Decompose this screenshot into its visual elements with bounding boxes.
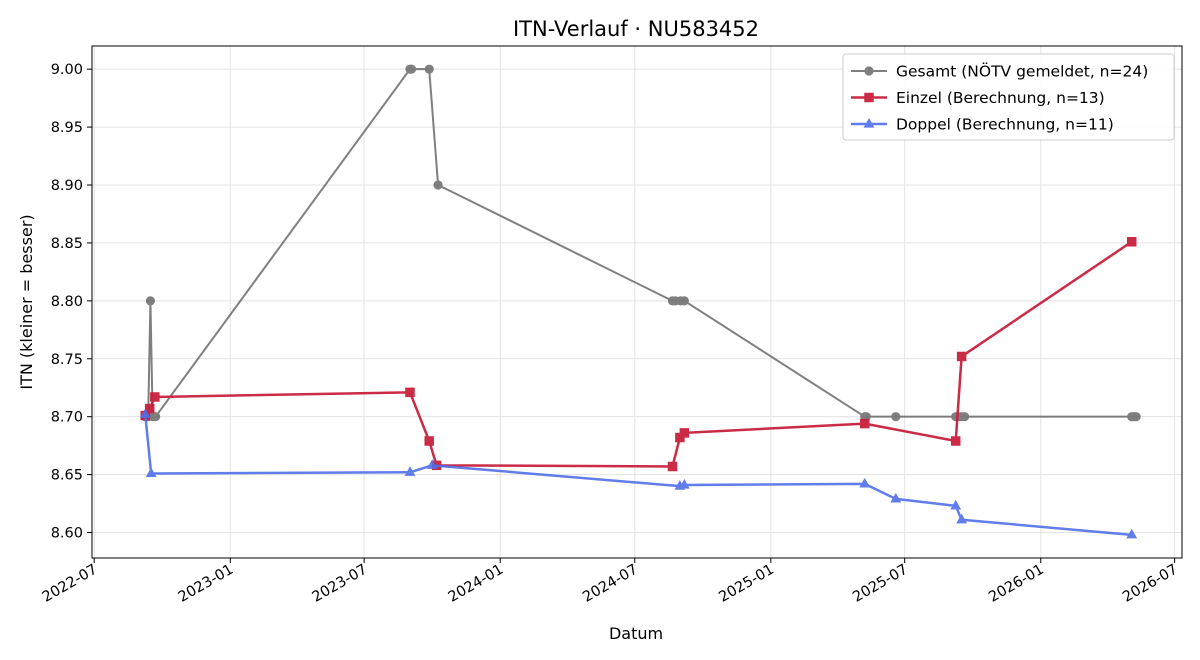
data-point-doppel — [859, 477, 871, 488]
data-point-gesamt — [679, 296, 689, 306]
y-tick-label: 8.90 — [51, 178, 83, 194]
data-point-gesamt — [406, 64, 417, 74]
data-point-doppel — [139, 408, 151, 418]
data-point-doppel — [145, 467, 157, 478]
data-point-einzel — [1126, 237, 1137, 247]
data-point-doppel — [890, 492, 902, 503]
data-point-einzel — [150, 392, 160, 402]
data-point-einzel — [950, 436, 961, 446]
legend-label-doppel: Doppel (Berechnung, n=11) — [896, 116, 1114, 134]
data-point-gesamt — [891, 412, 901, 422]
data-point-doppel — [426, 459, 438, 469]
legend-swatch-marker — [864, 66, 874, 76]
data-point-gesamt — [433, 180, 443, 190]
legend: Gesamt (NÖTV gemeldet, n=24) Einzel (Bere… — [842, 53, 1175, 141]
data-point-doppel — [956, 513, 968, 524]
y-tick-label: 8.65 — [51, 468, 83, 484]
data-point-doppel — [678, 479, 690, 489]
data-point-einzel — [424, 436, 434, 446]
y-axis-label: ITN (kleiner = besser) — [17, 214, 36, 389]
data-point-einzel — [667, 461, 678, 472]
data-point-gesamt — [150, 412, 161, 422]
legend-box — [842, 53, 1175, 141]
data-point-einzel — [679, 428, 690, 438]
x-axis-label: Datum — [609, 624, 663, 643]
y-tick-label: 8.85 — [51, 236, 83, 252]
y-tick-label: 8.75 — [51, 352, 83, 368]
series-layer — [139, 64, 1141, 539]
data-point-doppel — [1126, 528, 1138, 539]
data-point-gesamt — [424, 64, 434, 74]
data-point-gesamt — [145, 296, 156, 306]
data-point-einzel — [860, 418, 870, 429]
legend-entry-doppel — [851, 118, 887, 128]
y-tick-label: 8.70 — [51, 410, 83, 426]
y-tick-label: 8.95 — [51, 120, 83, 136]
data-point-doppel — [950, 499, 962, 510]
legend-entry-gesamt — [851, 66, 887, 76]
legend-label-gesamt: Gesamt (NÖTV gemeldet, n=24) — [896, 62, 1148, 81]
data-point-gesamt — [959, 412, 970, 422]
data-point-einzel — [405, 387, 415, 398]
plot-frame — [91, 45, 1183, 559]
data-point-einzel — [144, 403, 155, 414]
legend-entry-einzel — [851, 92, 887, 103]
chart-title: ITN-Verlauf · NU583452 — [513, 17, 759, 41]
legend-swatch-marker — [864, 92, 874, 103]
y-tick-label: 9.00 — [51, 62, 83, 78]
data-point-einzel — [956, 351, 967, 362]
y-tick-label: 8.60 — [51, 526, 83, 542]
series-doppel — [139, 408, 1138, 539]
legend-label-einzel: Einzel (Berechnung, n=13) — [896, 89, 1105, 107]
y-tick-label: 8.80 — [51, 294, 83, 310]
legend-swatch-marker — [863, 118, 875, 128]
data-point-gesamt — [1131, 412, 1141, 422]
data-point-doppel — [404, 466, 416, 476]
